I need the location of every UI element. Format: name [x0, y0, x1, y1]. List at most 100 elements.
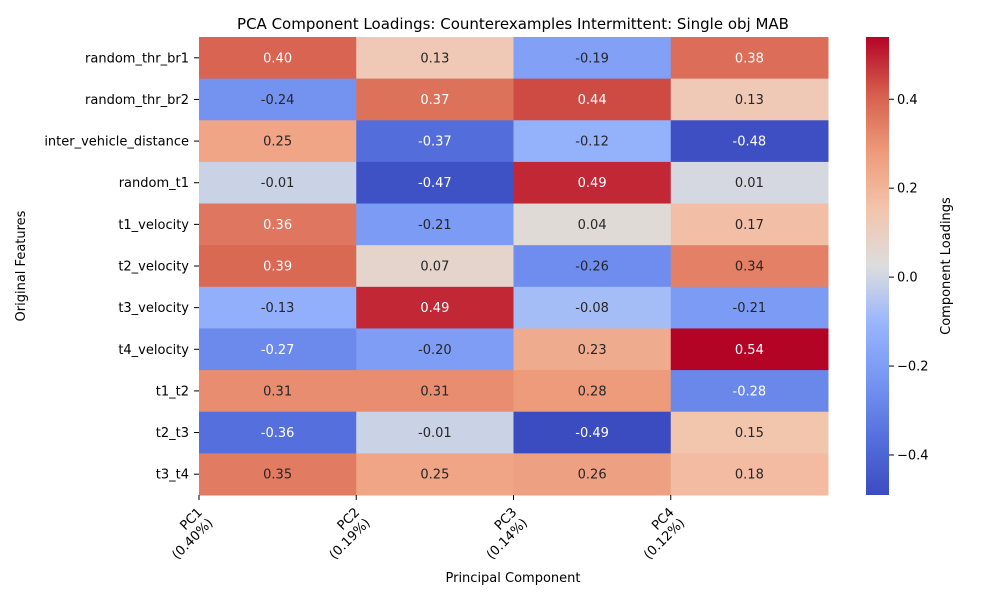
y-tick-label: random_thr_br1: [85, 51, 189, 66]
cell-value-label: 0.23: [578, 343, 607, 358]
cell-value-label: -0.21: [418, 218, 452, 233]
cell-value-label: -0.13: [261, 301, 295, 316]
heatmap-cell: [199, 453, 357, 496]
y-tick-label: t4_velocity: [118, 343, 189, 358]
cell-value-label: 0.13: [420, 51, 449, 66]
heatmap-cell: [513, 370, 672, 413]
heatmap-cell: [670, 286, 829, 329]
heatmap-cell: [356, 286, 514, 329]
y-axis-ticks: random_thr_br1 random_thr_br2 inter_vehicl…: [44, 51, 199, 483]
heatmap-cell: [199, 328, 357, 371]
heatmap-cell: [513, 453, 672, 496]
cell-value-label: 0.38: [735, 51, 764, 66]
heatmap-cell: [513, 328, 672, 371]
colorbar-tick-label: −0.4: [897, 448, 929, 463]
cell-value-label: -0.01: [261, 176, 295, 191]
cell-value-label: 0.18: [735, 468, 764, 483]
heatmap-cell: [513, 245, 672, 288]
heatmap-cell: [199, 203, 357, 246]
heatmap-cell: [670, 453, 829, 496]
heatmap-cell: [670, 328, 829, 371]
cell-value-label: 0.34: [735, 260, 764, 275]
heatmap-cell: [513, 286, 672, 329]
x-tick-label: PC1(0.40%): [159, 505, 217, 563]
heatmap-cell: [513, 78, 672, 121]
cell-value-label: 0.54: [735, 343, 764, 358]
cell-value-label: 0.31: [420, 384, 449, 399]
cell-value-label: 0.49: [578, 176, 607, 191]
x-tick-label: PC3(0.14%): [473, 505, 531, 563]
heatmap-cell: [356, 453, 514, 496]
y-tick-label: random_t1: [119, 176, 189, 191]
cell-value-label: -0.48: [733, 135, 767, 150]
colorbar-tick-label: 0.2: [897, 182, 918, 197]
heatmap-cell: [670, 370, 829, 413]
heatmap-cell: [670, 37, 829, 80]
heatmap-cell: [513, 37, 672, 80]
x-axis-label: Principal Component: [445, 571, 580, 586]
heatmap-cell: [670, 203, 829, 246]
cell-value-label: 0.39: [263, 260, 292, 275]
cell-value-label: 0.26: [578, 468, 607, 483]
heatmap-cell: [670, 411, 829, 454]
heatmap-cell: [199, 286, 357, 329]
cell-value-label: 0.37: [420, 93, 449, 108]
heatmap-cell: [670, 120, 829, 163]
x-tick-label: PC4(0.12%): [631, 505, 689, 563]
heatmap-cell: [513, 161, 672, 205]
y-tick-label: t3_t4: [156, 468, 189, 483]
heatmap-cell: [356, 245, 514, 288]
y-tick-label: random_thr_br2: [85, 93, 189, 108]
heatmap-cell: [356, 370, 514, 413]
colorbar: 0.4 0.2 0.0 −0.2 −0.4: [866, 37, 929, 495]
heatmap-cell: [356, 328, 514, 371]
cell-value-label: -0.27: [261, 343, 295, 358]
heatmap-value-labels: 0.40 0.13 -0.19 0.38 -0.24 0.37 0.44 0.13 0.25 -0…: [261, 51, 766, 482]
heatmap-cell: [513, 203, 672, 246]
cell-value-label: 0.07: [420, 260, 449, 275]
cell-value-label: -0.01: [418, 426, 452, 441]
heatmap-cell: [199, 245, 357, 288]
cell-value-label: 0.25: [420, 468, 449, 483]
heatmap-cell: [199, 78, 357, 121]
heatmap-cell: [670, 78, 829, 121]
heatmap-cell: [513, 411, 672, 454]
y-tick-label: t1_velocity: [118, 218, 189, 233]
heatmap-cell: [199, 411, 357, 454]
cell-value-label: 0.17: [735, 218, 764, 233]
colorbar-tick-label: 0.4: [897, 93, 918, 108]
heatmap-cell: [199, 120, 357, 163]
cell-value-label: 0.49: [420, 301, 449, 316]
x-axis-ticks: PC1(0.40%) PC2(0.19%) PC3(0.14%) PC4(0.12%): [159, 495, 689, 563]
cell-value-label: -0.36: [261, 426, 295, 441]
y-tick-label: t2_velocity: [118, 260, 189, 275]
heatmap-cell: [199, 161, 357, 205]
y-tick-label: t1_t2: [156, 384, 189, 399]
y-tick-label: inter_vehicle_distance: [44, 135, 189, 150]
heatmap-cell: [356, 78, 514, 121]
chart-title: PCA Component Loadings: Counterexamples …: [237, 15, 789, 33]
cell-value-label: -0.26: [575, 260, 609, 275]
colorbar-label: Component Loadings: [939, 197, 954, 335]
heatmap-cell: [356, 161, 514, 205]
cell-value-label: 0.13: [735, 93, 764, 108]
y-tick-label: t2_t3: [156, 426, 189, 441]
heatmap-cell: [356, 37, 514, 80]
cell-value-label: -0.37: [418, 135, 452, 150]
heatmap-cell: [670, 245, 829, 288]
cell-value-label: 0.01: [735, 176, 764, 191]
cell-value-label: -0.49: [575, 426, 609, 441]
heatmap-cells: [199, 37, 829, 496]
x-tick-label: PC2(0.19%): [316, 505, 374, 563]
cell-value-label: 0.31: [263, 384, 292, 399]
cell-value-label: -0.12: [575, 135, 609, 150]
heatmap-cell: [670, 161, 829, 205]
heatmap-cell: [356, 120, 514, 163]
cell-value-label: -0.47: [418, 176, 452, 191]
heatmap-cell: [513, 120, 672, 163]
cell-value-label: 0.04: [578, 218, 607, 233]
cell-value-label: -0.19: [575, 51, 609, 66]
heatmap-cell: [356, 411, 514, 454]
cell-value-label: -0.21: [733, 301, 767, 316]
